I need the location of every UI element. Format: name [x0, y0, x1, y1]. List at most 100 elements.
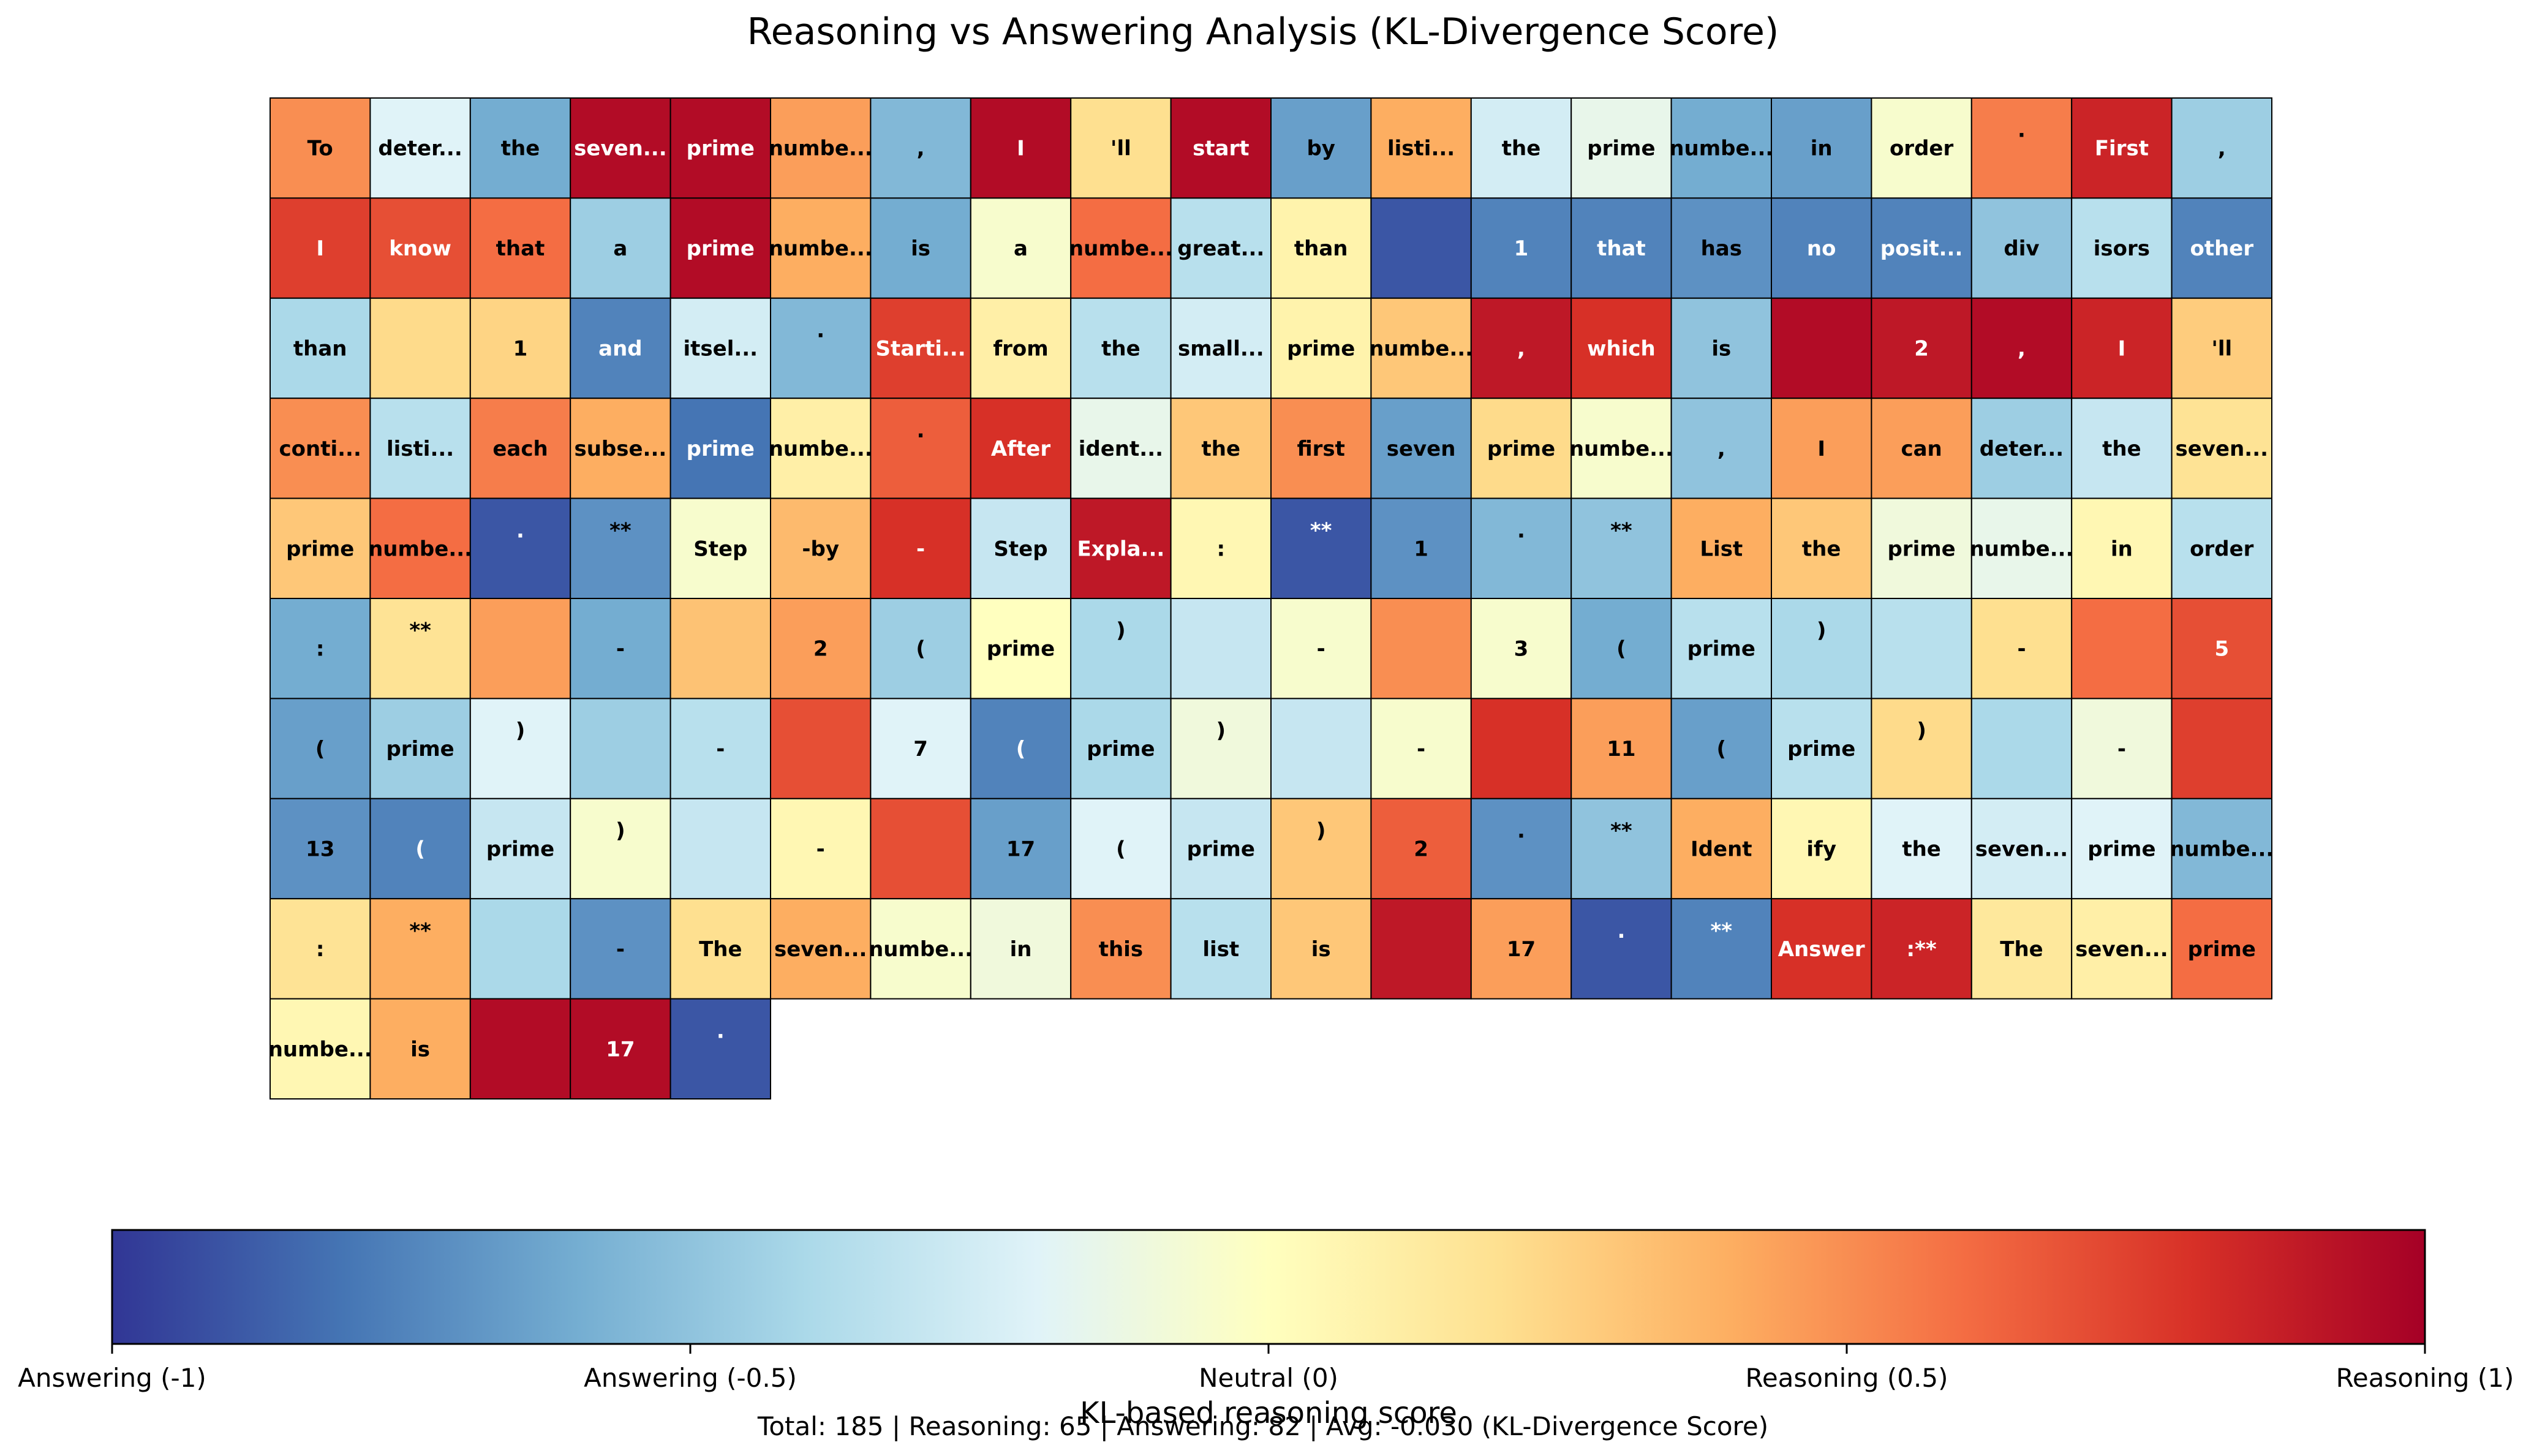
- heatmap-cell: [369, 497, 471, 599]
- heatmap-cell: [1370, 398, 1472, 499]
- heatmap-cell-label: Starti...: [876, 337, 966, 361]
- heatmap-cell-label: -: [716, 737, 725, 761]
- heatmap-cell: [2171, 698, 2273, 799]
- heatmap-cell-label: ): [1917, 719, 1926, 743]
- heatmap-cell: [1871, 898, 1972, 1000]
- heatmap-cell: [1070, 197, 1172, 299]
- heatmap-cell: [1470, 398, 1572, 499]
- heatmap-cell: [1771, 798, 1872, 900]
- heatmap-cell-label: prime: [687, 437, 755, 461]
- heatmap-cell: [770, 798, 872, 900]
- heatmap-cell: [469, 698, 571, 799]
- heatmap-cell-label: 2: [813, 637, 828, 662]
- heatmap-cell-label: ): [1116, 619, 1126, 643]
- heatmap-cell-label: list: [1202, 937, 1239, 962]
- heatmap-cell-label: prime: [687, 236, 755, 261]
- heatmap-cell: [1170, 197, 1272, 299]
- heatmap-cell-label: seven...: [1975, 837, 2068, 862]
- heatmap-cell: [870, 698, 971, 799]
- heatmap-cell-label: prime: [1487, 437, 1555, 461]
- heatmap-cell-label: .: [717, 1019, 725, 1043]
- heatmap-cell: [1470, 698, 1572, 799]
- heatmap-cell-label: -: [1417, 737, 1425, 761]
- heatmap-cell-label: 1: [1514, 236, 1529, 261]
- heatmap-cell: [469, 898, 571, 1000]
- colorbar-ticks: Answering (-1) Answering (-0.5) Neutral (0…: [18, 1344, 2514, 1393]
- heatmap-cell: [270, 497, 371, 599]
- heatmap-cell-label: from: [993, 337, 1048, 361]
- heatmap-cell: [1070, 898, 1172, 1000]
- heatmap-cell-label: (: [1116, 837, 1126, 862]
- heatmap-cell: [770, 497, 872, 599]
- heatmap-cell: [770, 97, 872, 199]
- heatmap-cell: [270, 97, 371, 199]
- heatmap-cell-label: the: [1101, 337, 1140, 361]
- heatmap-cell-label: ,: [2018, 337, 2026, 361]
- heatmap-cell: [570, 898, 671, 1000]
- heatmap-cell: [1970, 898, 2073, 1000]
- heatmap-cell: [369, 798, 471, 900]
- heatmap-cell-label: prime: [286, 537, 354, 561]
- heatmap-cell: [369, 898, 471, 1000]
- heatmap-cell: [970, 197, 1072, 299]
- heatmap-cell: [1670, 798, 1773, 900]
- heatmap-cell: [1670, 598, 1773, 700]
- heatmap-cell-label: -: [1317, 637, 1325, 662]
- heatmap-cell-label: I: [1817, 437, 1825, 461]
- heatmap-cell: [2171, 297, 2273, 399]
- heatmap-cell-label: .: [2018, 118, 2026, 143]
- heatmap-cell: [2171, 898, 2273, 1000]
- heatmap-cell-label: **: [1711, 919, 1733, 943]
- heatmap-cell: [1970, 798, 2073, 900]
- heatmap-cell: [369, 698, 471, 799]
- heatmap-cell-label: Step: [693, 537, 747, 561]
- heatmap-cell-label: ): [1316, 819, 1326, 843]
- heatmap-cell: [469, 598, 571, 700]
- heatmap-cell: [1470, 297, 1572, 399]
- heatmap-cell: [1470, 598, 1572, 700]
- heatmap-cell: [469, 97, 571, 199]
- heatmap-cell: [1970, 497, 2073, 599]
- heatmap-cell-label: is: [410, 1037, 430, 1062]
- heatmap-cell: [2171, 598, 2273, 700]
- heatmap-cell: [2171, 398, 2273, 499]
- heatmap-cell: [770, 398, 872, 499]
- heatmap-cell: [669, 798, 771, 900]
- heatmap-cell: [270, 798, 371, 900]
- heatmap-cell: [1970, 598, 2073, 700]
- heatmap-cell-label: (: [1616, 637, 1626, 662]
- heatmap-cell: [770, 898, 872, 1000]
- heatmap-cell: [570, 497, 671, 599]
- heatmap-cell: [1871, 497, 1972, 599]
- heatmap-cell-label: and: [598, 337, 643, 361]
- heatmap-cell-label: 7: [913, 737, 928, 761]
- heatmap-cell-label: ): [1216, 719, 1226, 743]
- heatmap-cell: [2071, 297, 2173, 399]
- heatmap-cell-label: numbe...: [769, 437, 873, 461]
- colorbar-gradient: [111, 1229, 2426, 1345]
- heatmap-cell-label: numbe...: [769, 236, 873, 261]
- heatmap-cell-label: 13: [306, 837, 334, 862]
- heatmap-cell: [570, 998, 671, 1100]
- heatmap-cell: [1170, 698, 1272, 799]
- heatmap-cell-label: 2: [1414, 837, 1428, 862]
- heatmap-cell-label: numbe...: [1369, 337, 1473, 361]
- heatmap-cell-label: seven...: [2176, 437, 2268, 461]
- heatmap-cell: [1370, 197, 1472, 299]
- heatmap-cell: [469, 998, 571, 1100]
- colorbar-tick-label: Reasoning (1): [2336, 1363, 2514, 1393]
- heatmap-cell: [1470, 97, 1572, 199]
- heatmap-cell-label: prime: [386, 737, 454, 761]
- heatmap-cell-label: (: [1016, 737, 1026, 761]
- heatmap-cell-label: :: [316, 937, 325, 962]
- heatmap-cell: [669, 97, 771, 199]
- heatmap-cell: [970, 898, 1072, 1000]
- heatmap-cell-label: order: [2190, 537, 2254, 561]
- heatmap-cell-label: listi...: [1387, 137, 1455, 161]
- heatmap-cell-label: conti...: [279, 437, 361, 461]
- heatmap-cell: [2071, 197, 2173, 299]
- heatmap-cell-label: numbe...: [1069, 236, 1173, 261]
- token-heatmap: To deter... the seven... prime numbe..., I 'll s…: [268, 97, 2274, 1100]
- heatmap-cell-label: **: [1310, 518, 1332, 543]
